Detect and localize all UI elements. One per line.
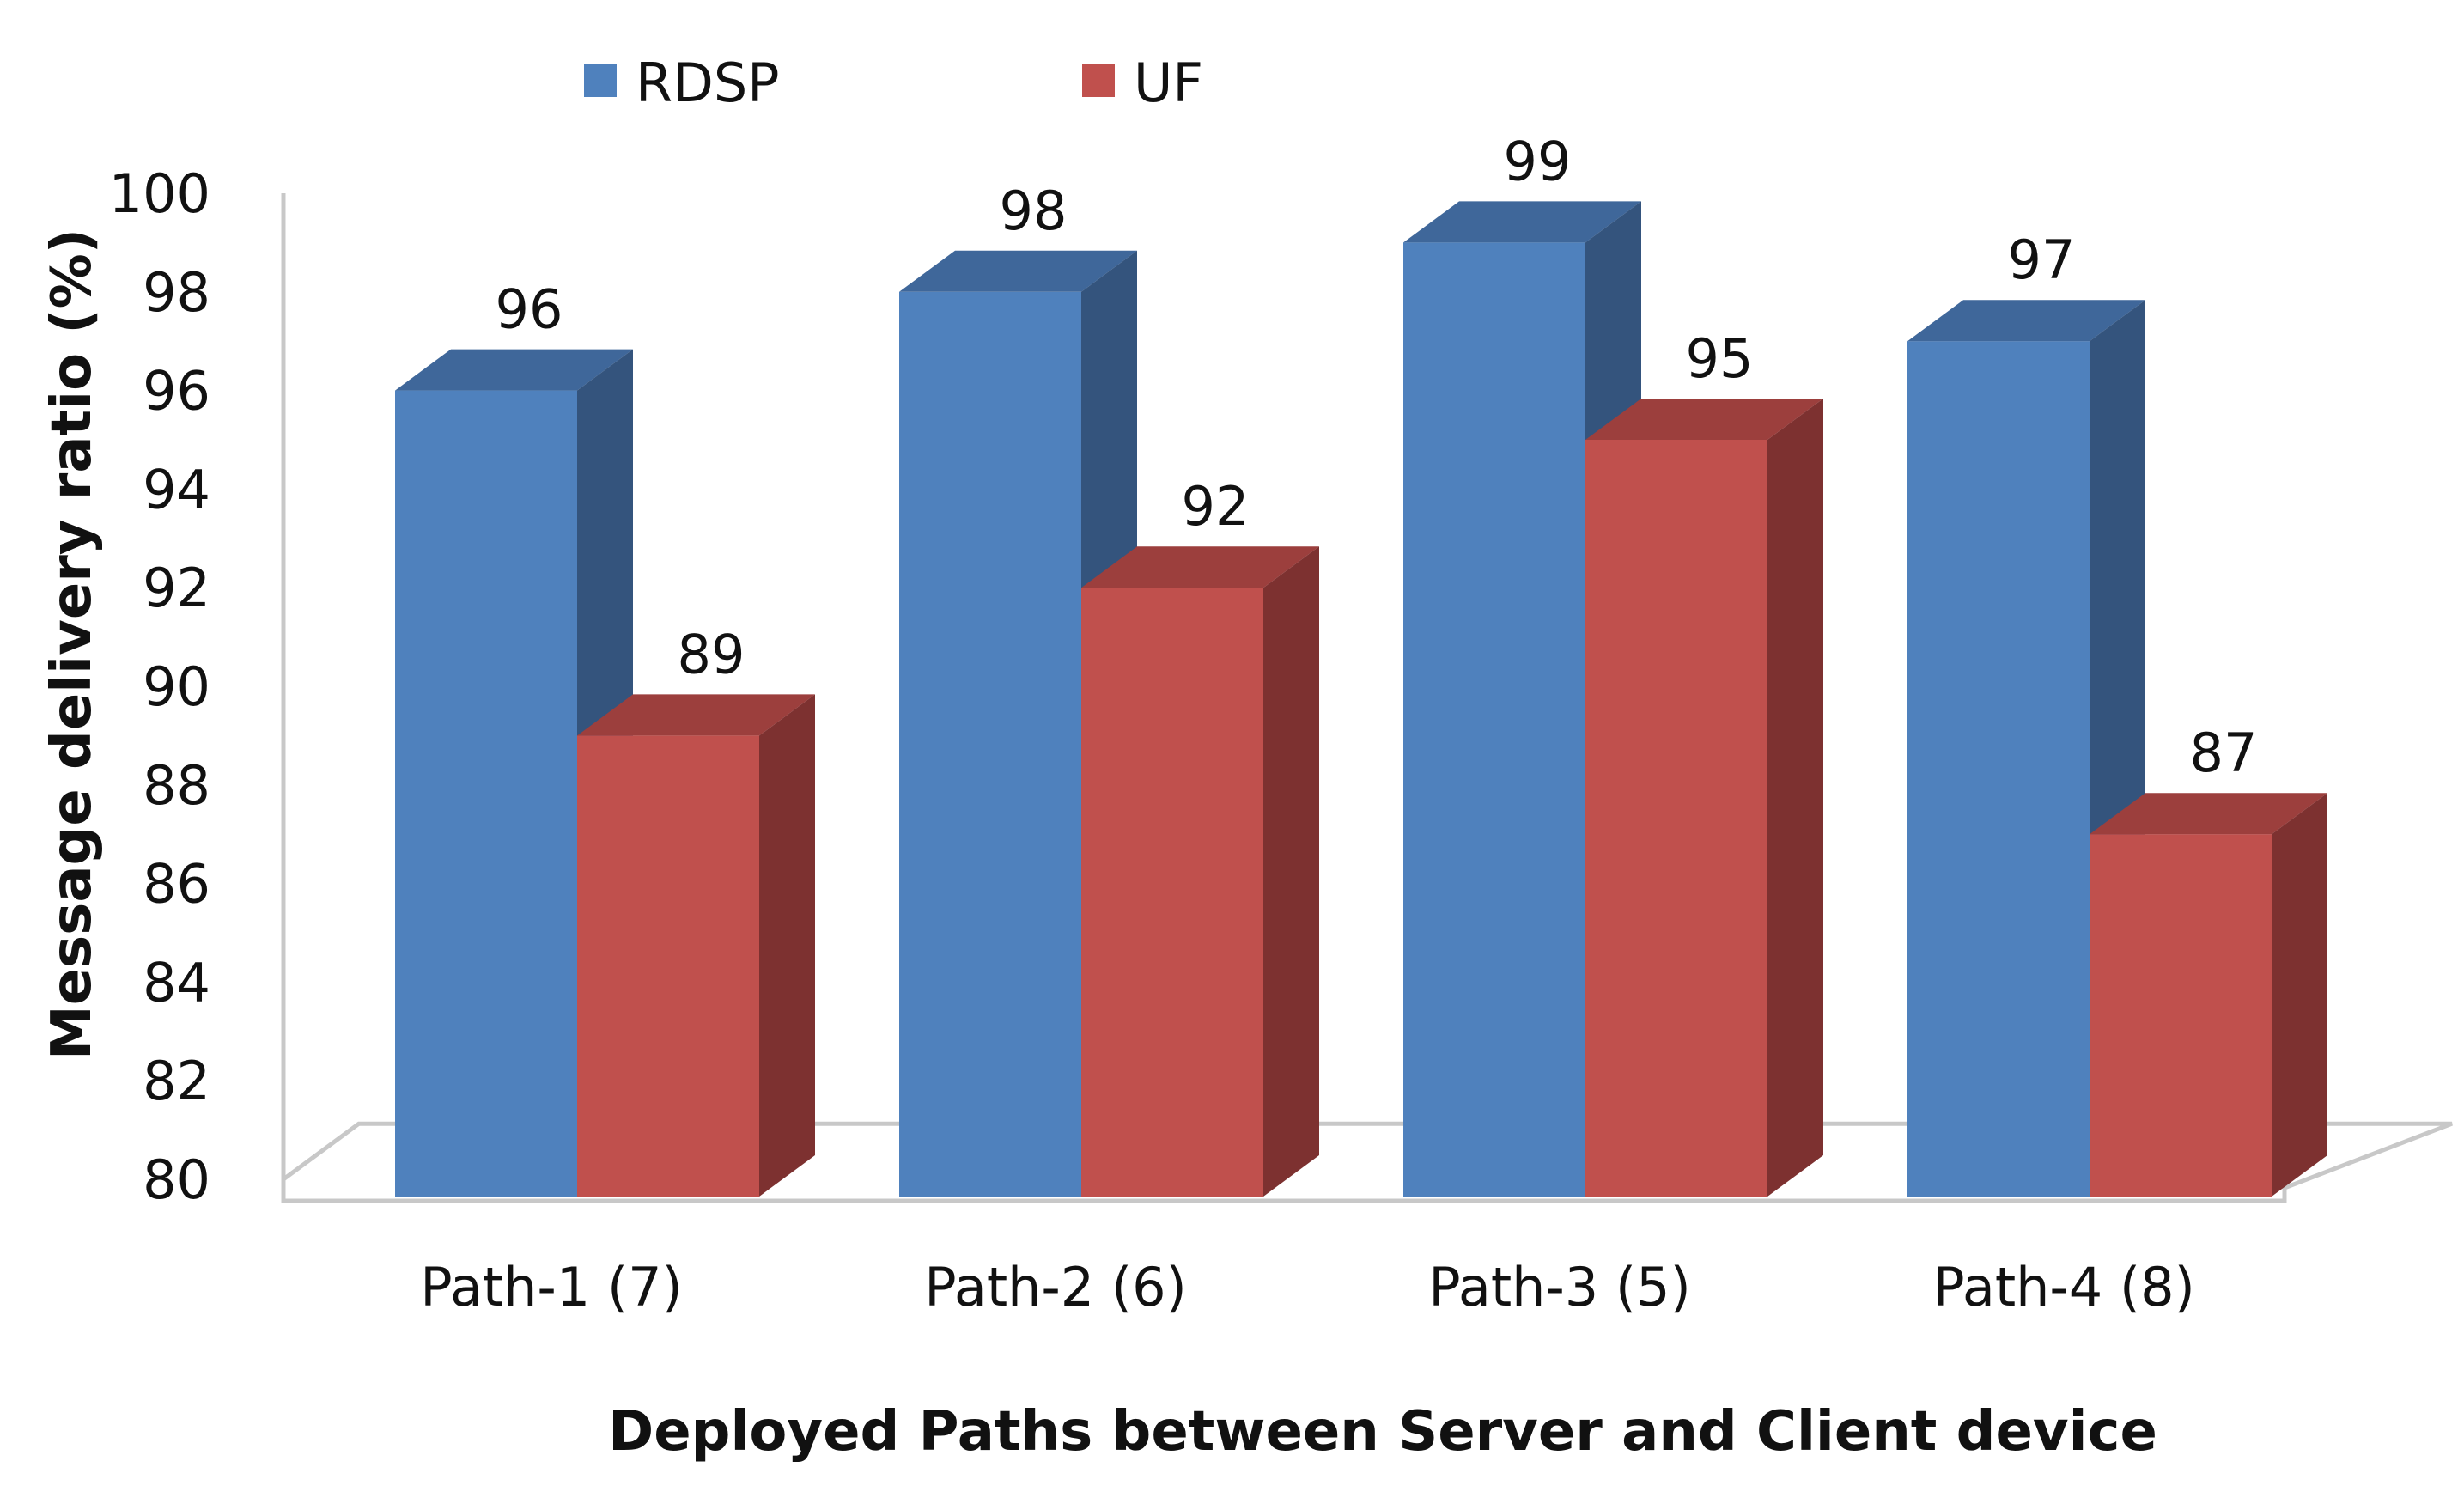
data-label: 97	[2008, 228, 2076, 291]
y-tick-label: 80	[143, 1148, 210, 1211]
bar-side	[759, 694, 815, 1197]
data-labels: 96 89 98 92 99 95 97 87	[496, 130, 2258, 784]
y-axis-title: Message delivery ratio (%)	[40, 228, 104, 1060]
bar-top	[899, 250, 1137, 292]
bar-top	[577, 694, 815, 736]
y-tick-label: 88	[143, 754, 210, 817]
x-tick-label: Path-3 (5)	[1428, 1256, 1691, 1318]
y-tick-label: 86	[143, 853, 210, 916]
y-tick-label: 100	[109, 162, 210, 225]
bar-top	[395, 349, 633, 391]
data-label: 96	[496, 278, 563, 341]
y-tick-label: 94	[143, 458, 210, 521]
x-axis-title: Deployed Paths between Server and Client…	[608, 1400, 2157, 1464]
y-tick-label: 96	[143, 360, 210, 423]
x-axis-categories: Path-1 (7) Path-2 (6) Path-3 (5) Path-4 (8)	[420, 1256, 2195, 1318]
legend-swatch	[1082, 64, 1115, 97]
bar-side	[2272, 793, 2327, 1197]
x-tick-label: Path-2 (6)	[924, 1256, 1187, 1318]
y-axis-ticks: 80 82 84 86 88 90 92 94 96 98 100	[109, 162, 210, 1211]
bar-uf-4	[2090, 793, 2327, 1197]
y-tick-label: 98	[143, 261, 210, 324]
bar-front	[1585, 440, 1767, 1197]
legend-item-rdsp: RDSP	[584, 52, 780, 114]
data-label: 87	[2190, 722, 2258, 784]
y-tick-label: 92	[143, 557, 210, 619]
bar-front	[395, 390, 577, 1197]
bars	[395, 201, 2327, 1197]
bar-side	[1263, 546, 1319, 1197]
y-tick-label: 82	[143, 1050, 210, 1112]
bar-uf-3	[1585, 399, 1823, 1197]
bar-top	[2090, 793, 2327, 835]
data-label: 95	[1686, 327, 1754, 390]
bar-uf-1	[577, 694, 815, 1197]
data-label: 99	[1504, 130, 1572, 192]
bar-top	[1585, 399, 1823, 440]
bar-front	[899, 291, 1081, 1197]
y-tick-label: 90	[143, 655, 210, 718]
data-label: 98	[1000, 180, 1068, 242]
bar-front	[1907, 341, 2090, 1197]
legend-label: UF	[1134, 52, 1203, 114]
bar-front	[1081, 588, 1263, 1197]
legend-item-uf: UF	[1082, 52, 1203, 114]
bar-top	[1907, 300, 2145, 342]
data-label: 92	[1182, 475, 1250, 538]
bar-top	[1081, 546, 1319, 588]
bar-front	[2090, 834, 2272, 1197]
bar-front	[1403, 242, 1585, 1197]
bar-top	[1403, 201, 1641, 243]
y-tick-label: 84	[143, 951, 210, 1014]
bar-front	[577, 735, 759, 1197]
legend-label: RDSP	[636, 52, 780, 114]
bar-side	[1767, 399, 1823, 1197]
data-label: 89	[678, 623, 745, 685]
x-tick-label: Path-1 (7)	[420, 1256, 683, 1318]
legend-swatch	[584, 64, 617, 97]
legend: RDSP UF	[584, 52, 1203, 114]
x-tick-label: Path-4 (8)	[1932, 1256, 2195, 1318]
bar-uf-2	[1081, 546, 1319, 1197]
